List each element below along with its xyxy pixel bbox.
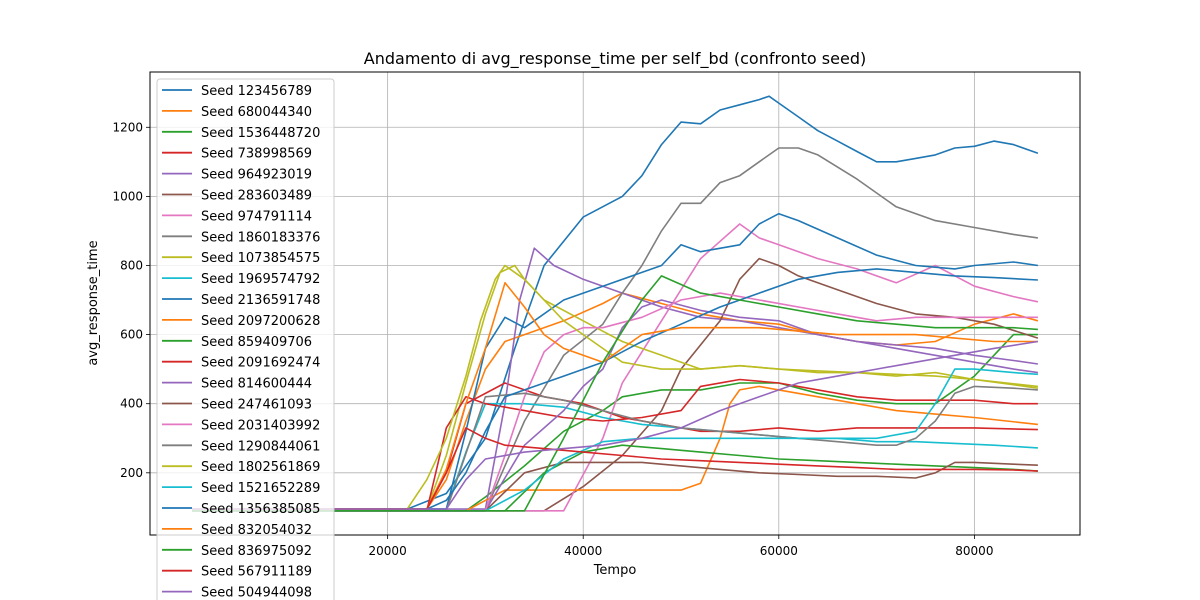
legend-label: Seed 1969574792 [201,272,320,287]
legend-label: Seed 814600444 [201,377,312,392]
legend-label: Seed 836975092 [201,544,312,559]
legend-label: Seed 1073854575 [201,251,320,266]
series-line [192,257,1039,512]
y-tick-label: 600 [120,328,143,342]
x-tick-label: 60000 [760,544,798,558]
series-line [192,95,1039,510]
x-axis: 20000 40000 60000 80000 [369,535,993,558]
x-axis-label: Tempo [593,563,637,578]
legend-label: Seed 247461093 [201,398,312,413]
legend-label: Seed 567911189 [201,565,312,580]
series-line [192,147,1039,512]
series-line [192,223,1039,512]
y-tick-label: 400 [120,397,143,411]
legend-label: Seed 859409706 [201,335,312,350]
y-axis: 200 400 600 800 1000 1200 [112,120,150,480]
y-tick-label: 800 [120,258,143,272]
x-tick-label: 20000 [369,544,407,558]
series-line [192,368,1038,512]
series-line [192,378,1038,512]
legend-label: Seed 832054032 [201,523,312,538]
legend-label: Seed 2136591748 [201,293,320,308]
series-line [192,264,1038,510]
legend-items: Seed 123456789 Seed 680044340 Seed 1536448… [162,84,320,600]
chart-title: Andamento di avg_response_time per self_… [364,49,866,69]
legend-label: Seed 283603489 [201,189,312,204]
legend-box [156,78,335,600]
legend: Seed 123456789 Seed 680044340 Seed 1536448… [156,78,335,600]
legend-label: Seed 1802561869 [201,460,320,475]
legend-label: Seed 2091692474 [201,356,320,371]
legend-label: Seed 1521652289 [201,481,320,496]
y-tick-label: 200 [120,466,143,480]
y-tick-label: 1200 [112,120,143,134]
series-line [192,268,1038,510]
legend-label: Seed 974791114 [201,209,312,224]
legend-label: Seed 964923019 [201,168,312,183]
legend-label: Seed 504944098 [201,586,312,600]
series-line [192,385,1038,512]
series-line [192,264,1039,510]
series-line [192,292,1038,512]
legend-label: Seed 2097200628 [201,314,320,329]
legend-label: Seed 1290844061 [201,439,320,454]
legend-label: Seed 1536448720 [201,126,320,141]
legend-label: Seed 1356385085 [201,502,320,517]
series-line [192,427,1038,510]
legend-label: Seed 2031403992 [201,418,320,433]
series-layer [192,95,1039,512]
legend-label: Seed 680044340 [201,105,312,120]
legend-label: Seed 738998569 [201,147,312,162]
x-tick-label: 40000 [564,544,602,558]
axes-frame [149,71,1081,536]
series-line [192,340,1039,510]
series-line [192,281,1038,510]
legend-label: Seed 1860183376 [201,230,320,245]
y-axis-label: avg_response_time [86,240,101,365]
y-tick-label: 1000 [112,189,143,203]
series-line [192,275,1038,512]
series-line [192,212,1039,510]
series-line [192,299,1039,512]
legend-label: Seed 123456789 [201,84,312,99]
series-line [192,333,1038,512]
x-tick-label: 80000 [955,544,993,558]
